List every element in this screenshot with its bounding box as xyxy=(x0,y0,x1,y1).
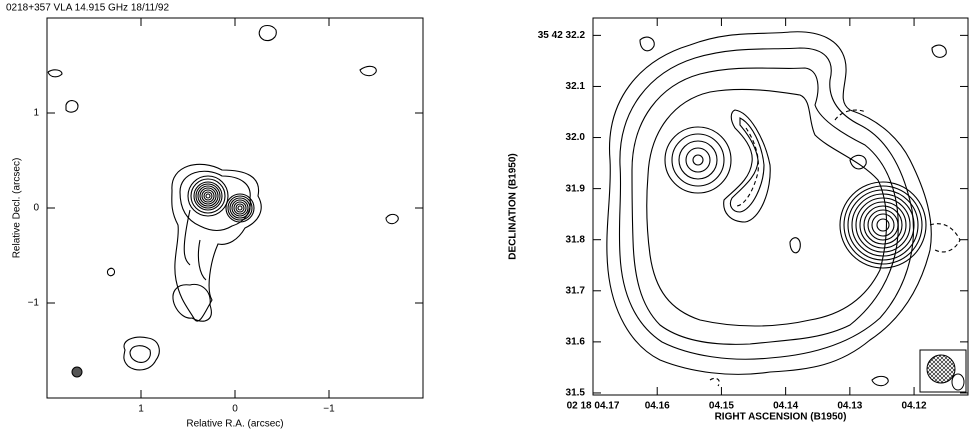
x-axis-label: RIGHT ASCENSION (B1950) xyxy=(715,412,847,423)
x-tick-label: −1 xyxy=(323,404,335,415)
contour xyxy=(238,206,242,210)
contour xyxy=(877,219,889,231)
x-tick-label: 04.15 xyxy=(709,401,734,412)
x-tick-label: 1 xyxy=(138,404,144,415)
x-axis-label: Relative R.A. (arcsec) xyxy=(186,419,283,430)
y-tick-label: 32.0 xyxy=(566,132,586,143)
right-contours xyxy=(607,32,966,392)
x-tick-label: 0 xyxy=(232,404,238,415)
x-tick-label: 04.12 xyxy=(902,401,927,412)
y-tick-label: 32.1 xyxy=(566,81,586,92)
chart-title: 0218+357 VLA 14.915 GHz 18/11/92 xyxy=(6,3,169,14)
contour xyxy=(693,155,703,165)
y-tick-label: 0 xyxy=(33,203,39,214)
figure: 0218+357 VLA 14.915 GHz 18/11/92 1 0 −1 1 0 −1… xyxy=(0,0,972,433)
y-axis-label: DECLINATION (B1950) xyxy=(508,153,519,260)
contour xyxy=(665,127,731,193)
y-axis-label: Relative Decl. (arcsec) xyxy=(12,158,23,259)
y-tick-label: 31.9 xyxy=(566,183,586,194)
y-tick-label: 31.8 xyxy=(566,234,586,245)
contour xyxy=(848,190,918,260)
contour xyxy=(686,148,710,172)
contour xyxy=(679,141,717,179)
contour xyxy=(672,134,724,186)
y-tick-label: −1 xyxy=(28,298,40,309)
left-contours xyxy=(48,26,398,378)
contour xyxy=(860,202,906,248)
x-tick-label: 04.16 xyxy=(645,401,670,412)
y-tick-label: 35 42 32.2 xyxy=(538,30,586,41)
x-tick-label: 04.14 xyxy=(773,401,798,412)
y-tick-label: 31.6 xyxy=(566,337,586,348)
x-tick-label: 02 18 04.17 xyxy=(567,401,620,412)
contour xyxy=(852,194,914,256)
contour xyxy=(198,186,218,206)
contour xyxy=(206,194,210,198)
x-tick-label: 04.13 xyxy=(837,401,862,412)
y-tick-label: 31.7 xyxy=(566,285,586,296)
contour xyxy=(864,206,902,244)
contour xyxy=(236,204,244,212)
y-tick-label: 1 xyxy=(33,108,39,119)
contour xyxy=(230,198,250,218)
y-tick-label: 31.5 xyxy=(566,388,586,399)
contour xyxy=(204,192,212,200)
contour xyxy=(872,214,894,236)
